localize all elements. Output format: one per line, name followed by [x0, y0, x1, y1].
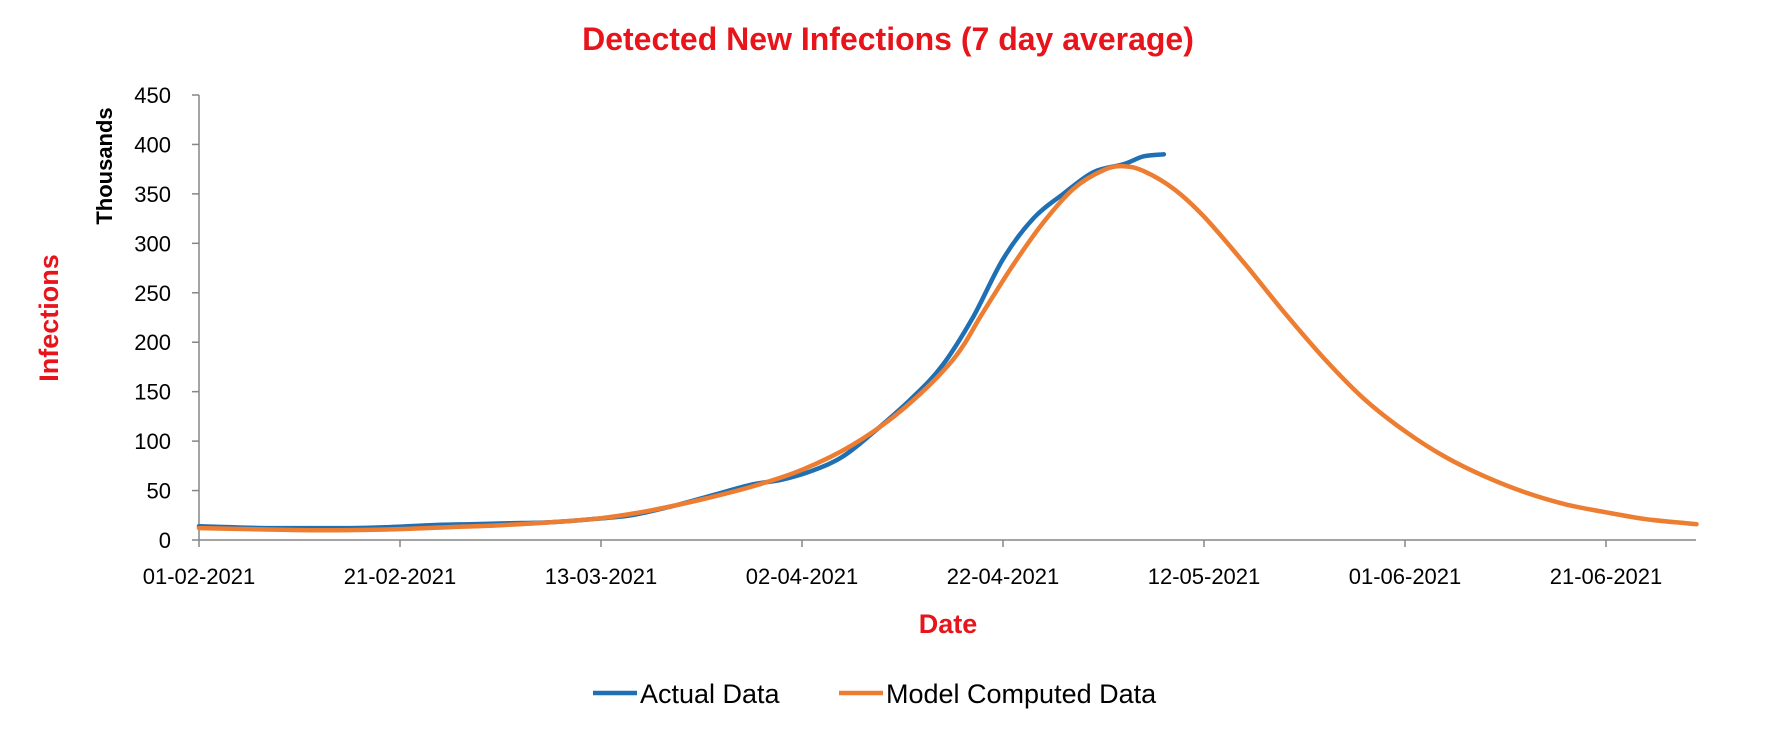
- x-tick-label: 01-06-2021: [1349, 564, 1462, 589]
- chart-title: Detected New Infections (7 day average): [582, 21, 1194, 57]
- y-tick-label: 150: [134, 380, 171, 405]
- x-tick-label: 21-06-2021: [1550, 564, 1663, 589]
- series-line-model-computed-data: [196, 163, 1699, 533]
- x-tick-label: 21-02-2021: [344, 564, 457, 589]
- x-axis-title: Date: [919, 609, 978, 639]
- y-tick-label: 300: [134, 231, 171, 256]
- y-tick-label: 250: [134, 281, 171, 306]
- y-tick-label: 200: [134, 330, 171, 355]
- y-tick-label: 100: [134, 429, 171, 454]
- series-line-actual-data: [196, 152, 1167, 531]
- x-tick-label: 12-05-2021: [1148, 564, 1261, 589]
- series-lines: [196, 152, 1699, 533]
- y-tick-labels: 0 50 100 150 200 250 300 350 400 450: [134, 83, 171, 553]
- y-tick-label: 450: [134, 83, 171, 108]
- y-tick-label: 0: [159, 528, 171, 553]
- y-tick-label: 400: [134, 132, 171, 157]
- legend-label: Model Computed Data: [886, 679, 1157, 709]
- y-tick-label: 50: [147, 479, 171, 504]
- axes: [192, 94, 1696, 547]
- y-axis-title: Infections: [34, 254, 64, 382]
- y-tick-label: 350: [134, 182, 171, 207]
- legend-label: Actual Data: [640, 679, 781, 709]
- x-tick-label: 01-02-2021: [143, 564, 256, 589]
- x-tick-label: 02-04-2021: [746, 564, 859, 589]
- y-axis-unit-label: Thousands: [92, 107, 117, 224]
- legend: Actual Data Model Computed Data: [593, 679, 1157, 709]
- x-tick-labels: 01-02-2021 21-02-2021 13-03-2021 02-04-2021…: [143, 564, 1663, 589]
- x-tick-label: 22-04-2021: [947, 564, 1060, 589]
- x-tick-label: 13-03-2021: [545, 564, 658, 589]
